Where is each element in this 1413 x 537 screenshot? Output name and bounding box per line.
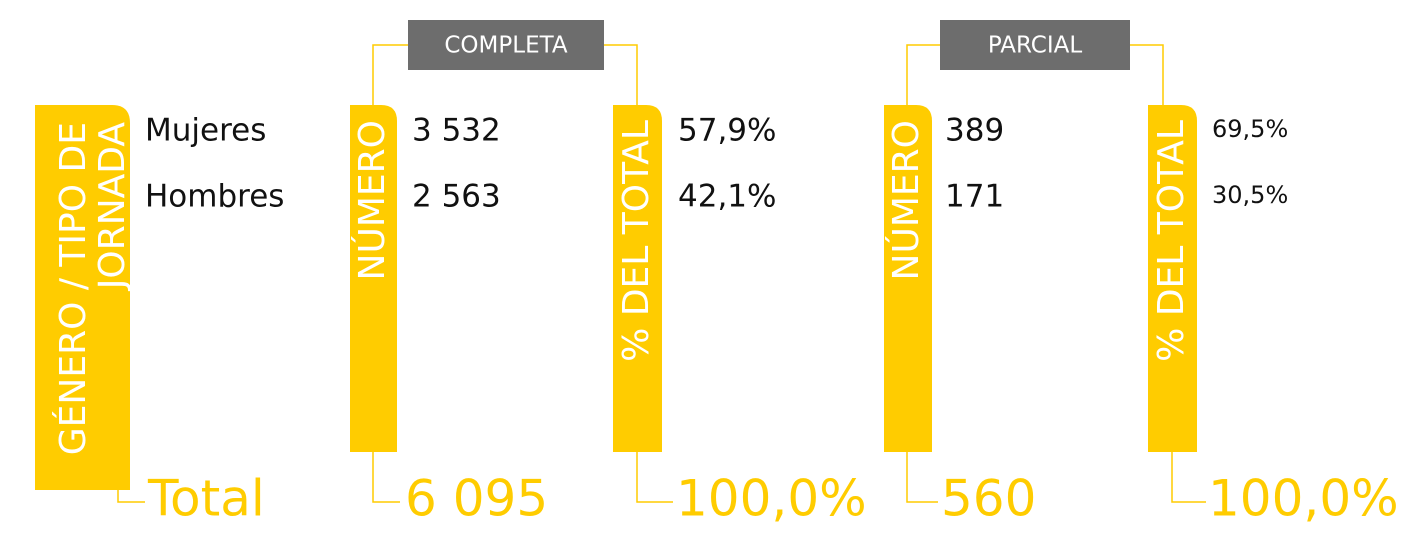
row-label: Hombres bbox=[145, 179, 284, 215]
column-header: NÚMERO bbox=[885, 120, 927, 280]
row-header: GÉNERO / TIPO DE bbox=[52, 122, 94, 455]
connector bbox=[906, 44, 1164, 105]
cell: 30,5% bbox=[1212, 181, 1288, 209]
cell: 389 bbox=[945, 113, 1004, 149]
total: 560 bbox=[941, 470, 1036, 528]
cell: 2 563 bbox=[412, 179, 501, 215]
group-box bbox=[408, 20, 604, 70]
cell: 171 bbox=[945, 179, 1004, 215]
column-header: % DEL TOTAL bbox=[1151, 120, 1192, 362]
total: 100,0% bbox=[1208, 470, 1399, 528]
bracket bbox=[117, 490, 145, 503]
bracket bbox=[906, 452, 938, 503]
group-label: PARCIAL bbox=[988, 33, 1083, 59]
row-header-bar bbox=[35, 105, 130, 490]
column-header: NÚMERO bbox=[351, 120, 393, 280]
column-bar bbox=[1148, 105, 1197, 452]
row-label: Mujeres bbox=[145, 113, 266, 149]
column-bar bbox=[884, 105, 932, 452]
group-box bbox=[940, 20, 1130, 70]
group-label: COMPLETA bbox=[444, 33, 567, 59]
total-label: Total bbox=[147, 470, 265, 528]
connector bbox=[372, 44, 638, 105]
cell: 42,1% bbox=[678, 179, 776, 215]
row-header: JORNADA bbox=[92, 122, 133, 292]
column-bar bbox=[613, 105, 662, 452]
bracket bbox=[1171, 452, 1206, 503]
total: 100,0% bbox=[676, 470, 867, 528]
cell: 57,9% bbox=[678, 113, 776, 149]
total: 6 095 bbox=[405, 470, 548, 528]
bracket bbox=[372, 452, 400, 503]
cell: 69,5% bbox=[1212, 115, 1288, 143]
column-bar bbox=[350, 105, 397, 452]
cell: 3 532 bbox=[412, 113, 501, 149]
bracket bbox=[636, 452, 673, 503]
column-header: % DEL TOTAL bbox=[616, 120, 657, 362]
